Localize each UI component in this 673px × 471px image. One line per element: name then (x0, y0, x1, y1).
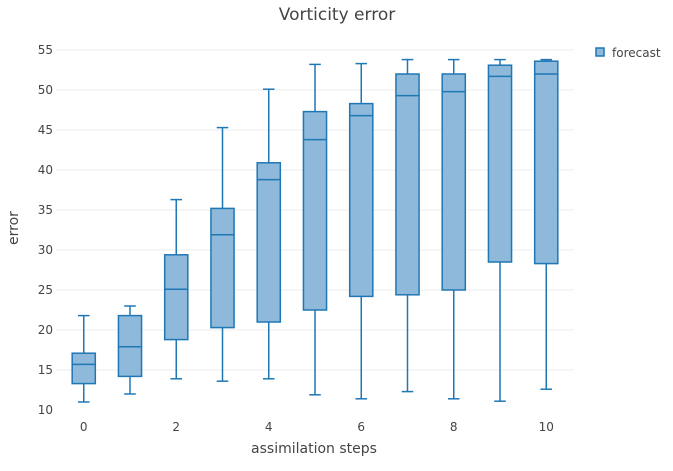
y-axis-title: error (6, 211, 22, 245)
iqr-box (163, 254, 189, 341)
iqr-box (71, 352, 97, 385)
legend-label: forecast (612, 46, 661, 60)
y-tick-label: 25 (38, 283, 53, 297)
iqr-box (533, 60, 559, 265)
box-trace[interactable] (395, 58, 420, 393)
chart-title: Vorticity error (279, 5, 395, 25)
x-tick-label: 6 (357, 420, 365, 434)
iqr-box (302, 110, 328, 311)
box-trace[interactable] (533, 58, 559, 390)
box-trace[interactable] (441, 58, 467, 400)
box-trace[interactable] (117, 305, 143, 395)
iqr-box (256, 162, 282, 323)
box-trace[interactable] (256, 88, 282, 380)
x-tick-label: 8 (450, 420, 458, 434)
x-tick-label: 0 (80, 420, 88, 434)
y-tick-label: 10 (38, 403, 53, 417)
x-axis-ticks: 0 2 4 6 8 10 (80, 420, 554, 434)
y-tick-label: 30 (38, 243, 53, 257)
y-tick-label: 40 (38, 163, 53, 177)
y-tick-label: 45 (38, 123, 53, 137)
iqr-box (117, 314, 143, 378)
x-tick-label: 4 (265, 420, 273, 434)
y-tick-label: 55 (38, 43, 53, 57)
x-axis-title: assimilation steps (251, 441, 377, 457)
box-trace[interactable] (487, 58, 513, 402)
box-trace[interactable] (348, 62, 374, 400)
iqr-box (487, 64, 513, 263)
y-tick-label: 35 (38, 203, 53, 217)
y-tick-label: 15 (38, 363, 53, 377)
box-trace[interactable] (302, 63, 328, 396)
legend[interactable]: forecast (595, 46, 661, 60)
iqr-box (348, 102, 374, 298)
iqr-box (441, 73, 467, 291)
plot-area (71, 58, 559, 403)
iqr-box (210, 207, 235, 329)
y-axis-ticks: 10 15 20 25 30 35 40 45 50 55 (38, 43, 53, 417)
x-tick-label: 2 (172, 420, 180, 434)
box-trace[interactable] (71, 314, 97, 403)
iqr-box (395, 73, 420, 296)
box-trace[interactable] (210, 126, 235, 382)
x-tick-label: 10 (539, 420, 554, 434)
y-tick-label: 20 (38, 323, 53, 337)
y-tick-label: 50 (38, 83, 53, 97)
box-trace[interactable] (163, 198, 189, 380)
legend-swatch (595, 47, 605, 57)
